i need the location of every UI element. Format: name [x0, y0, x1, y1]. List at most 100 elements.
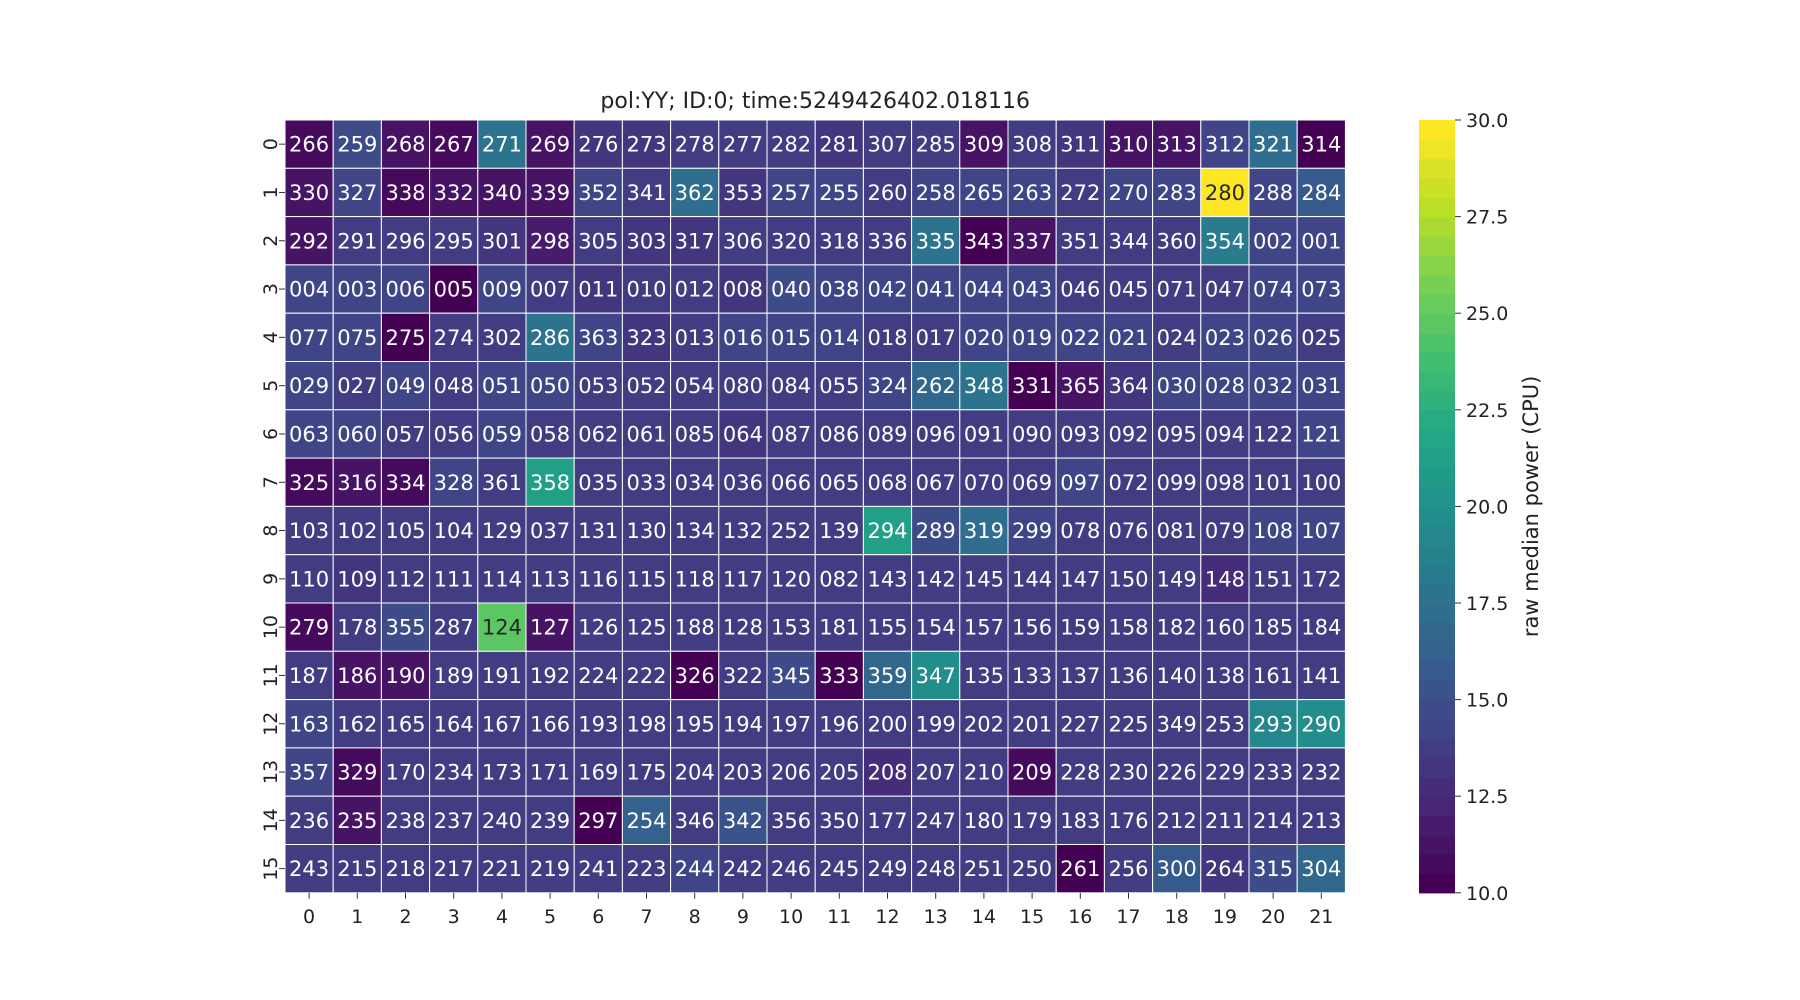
cell-annotation: 050 — [530, 374, 570, 398]
heatmap-cell — [1296, 167, 1346, 218]
heatmap-cell — [959, 167, 1009, 218]
cell-annotation: 230 — [1108, 761, 1148, 785]
cell-annotation: 078 — [1060, 519, 1100, 543]
heatmap-cell — [525, 119, 575, 169]
cell-annotation: 298 — [530, 229, 570, 253]
cell-annotation: 348 — [964, 374, 1004, 398]
cell-annotation: 317 — [675, 229, 715, 253]
colorbar-segment — [1419, 776, 1455, 797]
cell-annotation: 171 — [530, 761, 570, 785]
colorbar-segment — [1419, 603, 1455, 623]
cell-annotation: 307 — [867, 133, 907, 157]
cell-annotation: 179 — [1012, 809, 1052, 833]
cell-annotation: 031 — [1301, 374, 1341, 398]
heatmap-cell — [621, 795, 672, 846]
heatmap-cell — [284, 119, 334, 169]
x-tick-label: 14 — [972, 906, 996, 928]
heatmap-cell — [766, 361, 816, 411]
cell-annotation: 290 — [1301, 712, 1341, 736]
cell-annotation: 093 — [1060, 422, 1100, 446]
cell-annotation: 162 — [337, 712, 377, 736]
heatmap-cell — [911, 795, 961, 846]
cell-annotation: 287 — [434, 616, 474, 640]
cell-annotation: 160 — [1205, 616, 1245, 640]
heatmap-cell — [1103, 409, 1154, 459]
heatmap-cell — [1296, 119, 1346, 169]
cell-annotation: 358 — [530, 471, 570, 495]
heatmap-cell — [766, 216, 816, 266]
heatmap-cell — [621, 699, 672, 749]
cell-annotation: 059 — [482, 422, 522, 446]
cell-annotation: 217 — [434, 857, 474, 881]
cell-annotation: 219 — [530, 857, 570, 881]
cell-annotation: 003 — [337, 278, 377, 302]
cell-annotation: 090 — [1012, 422, 1052, 446]
cell-annotation: 305 — [578, 229, 618, 253]
heatmap-cell — [814, 361, 864, 411]
heatmap-cell — [1007, 602, 1057, 652]
heatmap-cell — [959, 505, 1009, 556]
heatmap-cell — [1200, 795, 1250, 846]
heatmap-cell — [525, 505, 575, 556]
heatmap-cell — [380, 650, 431, 701]
cell-annotation: 125 — [626, 616, 666, 640]
cell-annotation: 262 — [916, 374, 956, 398]
y-tick-label: 15 — [260, 857, 282, 881]
heatmap-cell — [1296, 554, 1346, 604]
cell-annotation: 280 — [1205, 181, 1245, 205]
cell-annotation: 204 — [675, 761, 715, 785]
colorbar-segment — [1419, 235, 1455, 256]
colorbar-segment — [1419, 313, 1455, 334]
y-tick-label: 14 — [260, 808, 282, 832]
heatmap-cell — [477, 505, 527, 556]
heatmap-cell — [380, 216, 431, 266]
cell-annotation: 353 — [723, 181, 763, 205]
x-tick-label: 7 — [640, 906, 652, 928]
cell-annotation: 141 — [1301, 664, 1341, 688]
heatmap-cell — [1296, 216, 1346, 266]
cell-annotation: 299 — [1012, 519, 1052, 543]
cell-annotation: 191 — [482, 664, 522, 688]
colorbar-segment — [1419, 796, 1455, 817]
heatmap-cell — [1007, 409, 1057, 459]
heatmap-cell — [959, 264, 1009, 314]
heatmap-cell — [1248, 844, 1298, 894]
heatmap-cell — [1103, 361, 1154, 411]
cell-annotation: 051 — [482, 374, 522, 398]
cell-annotation: 122 — [1253, 422, 1293, 446]
cell-annotation: 302 — [482, 326, 522, 350]
heatmap-cell — [573, 795, 623, 846]
cell-annotation: 005 — [434, 278, 474, 302]
heatmap-cell — [959, 844, 1009, 894]
x-tick-label: 11 — [827, 906, 851, 928]
cell-annotation: 189 — [434, 664, 474, 688]
heatmap-cell — [1007, 747, 1057, 797]
cell-annotation: 324 — [867, 374, 907, 398]
heatmap-cell — [862, 361, 913, 411]
cell-annotation: 260 — [867, 181, 907, 205]
cell-annotation: 257 — [771, 181, 811, 205]
heatmap-cell — [1152, 505, 1202, 556]
heatmap-cell — [862, 409, 913, 459]
cell-annotation: 129 — [482, 519, 522, 543]
cell-annotation: 364 — [1108, 374, 1148, 398]
heatmap-cell — [284, 505, 334, 556]
heatmap-cell — [477, 167, 527, 218]
heatmap-cell — [621, 747, 672, 797]
heatmap-cell — [718, 409, 768, 459]
heatmap-cell — [1248, 167, 1298, 218]
cell-annotation: 360 — [1157, 229, 1197, 253]
cell-annotation: 308 — [1012, 133, 1052, 157]
colorbar-segment — [1419, 699, 1455, 720]
cell-annotation: 101 — [1253, 471, 1293, 495]
heatmap-cell — [477, 216, 527, 266]
heatmap-cell — [959, 409, 1009, 459]
cell-annotation: 197 — [771, 712, 811, 736]
heatmap-cell — [429, 554, 479, 604]
cell-annotation: 361 — [482, 471, 522, 495]
heatmap-cell — [477, 747, 527, 797]
cell-annotation: 258 — [916, 181, 956, 205]
cell-annotation: 157 — [964, 616, 1004, 640]
cell-annotation: 154 — [916, 616, 956, 640]
